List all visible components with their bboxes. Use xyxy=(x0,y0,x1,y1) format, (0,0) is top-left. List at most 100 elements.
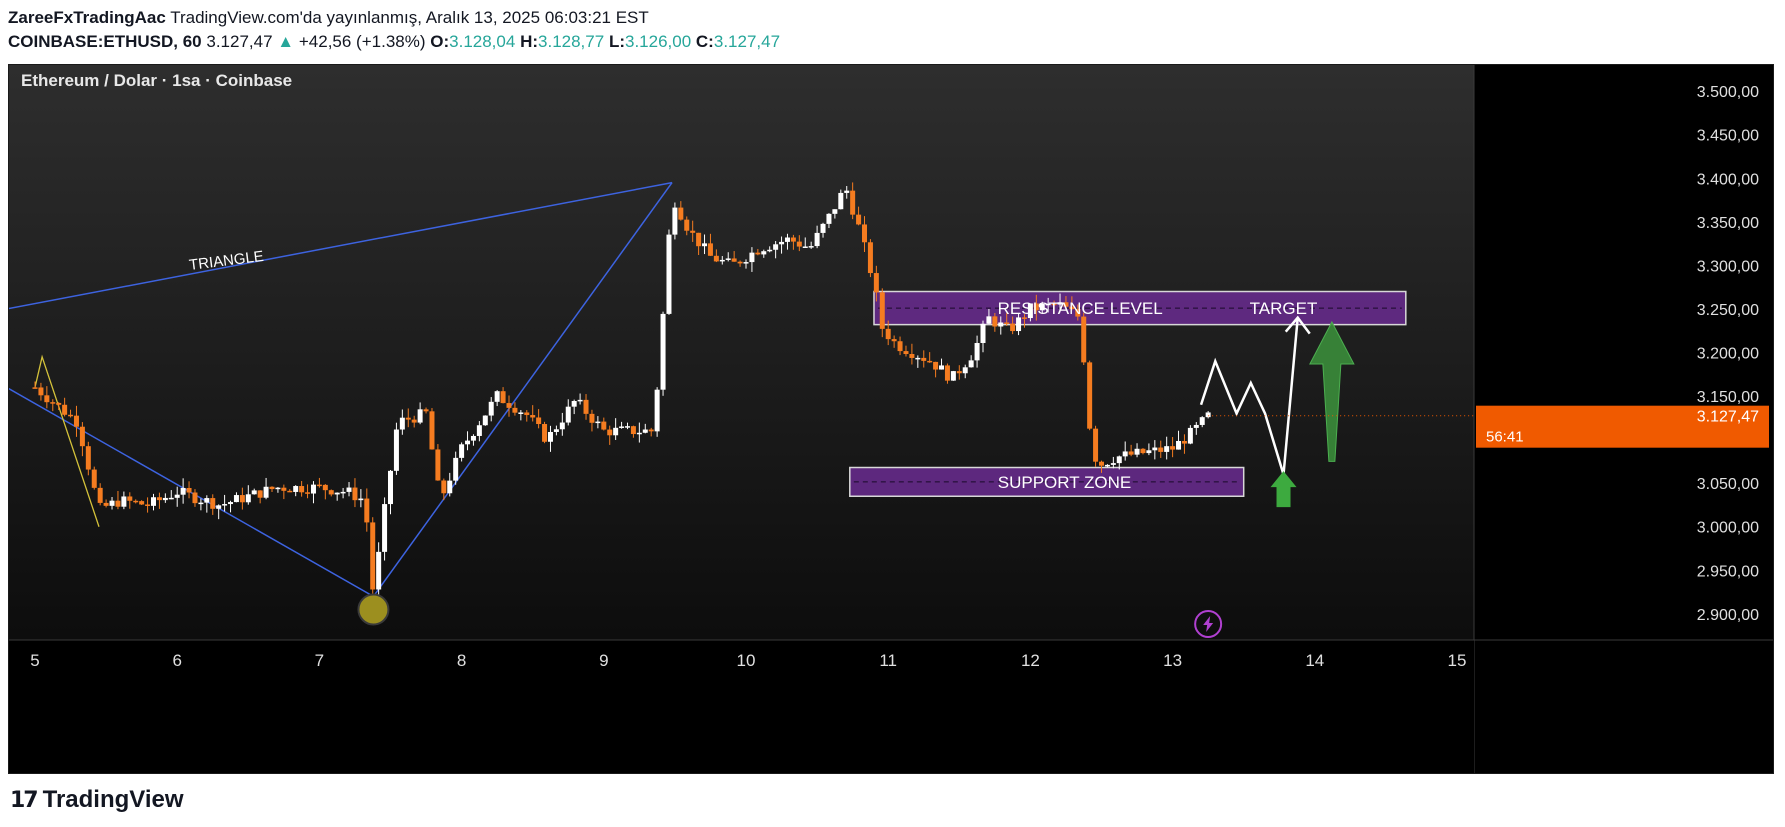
candle-up xyxy=(198,502,204,505)
candle-up xyxy=(642,429,648,433)
close-value: 3.127,47 xyxy=(713,32,781,51)
candle-up xyxy=(1205,412,1211,418)
symbol-label[interactable]: COINBASE:ETHUSD, 60 xyxy=(8,32,202,51)
candle-up xyxy=(245,494,251,503)
change-value: +42,56 (+1.38%) xyxy=(298,32,426,51)
candle-up xyxy=(417,409,423,423)
brand-name: TradingView xyxy=(42,786,184,813)
candle-up xyxy=(388,470,393,505)
candle-up xyxy=(571,401,577,407)
candle-down xyxy=(1010,323,1016,332)
candle-up xyxy=(518,412,524,414)
candle-up xyxy=(1116,456,1122,464)
candle-up xyxy=(767,249,773,252)
time-tick-label: 10 xyxy=(737,651,756,670)
candle-down xyxy=(601,421,607,430)
candle-up xyxy=(222,504,228,506)
candle-down xyxy=(707,243,713,256)
candle-down xyxy=(944,365,950,381)
candle-up xyxy=(334,492,340,495)
candle-down xyxy=(62,404,68,415)
candle-up xyxy=(625,426,630,428)
time-tick-label: 14 xyxy=(1305,651,1324,670)
candle-down xyxy=(506,403,512,408)
chart-panel[interactable]: TRIANGLE RESISTANCE LEVEL TARGET SUPPORT ZO… xyxy=(8,64,1774,774)
resistance-label: RESISTANCE LEVEL xyxy=(998,299,1163,318)
candle-up xyxy=(826,213,832,224)
candle-down xyxy=(909,354,915,358)
triangle-line-0 xyxy=(9,181,673,310)
candle-down xyxy=(441,480,447,494)
tradingview-logo[interactable]: 17 TradingView xyxy=(10,786,184,814)
candle-down xyxy=(139,501,145,505)
candle-up xyxy=(559,422,565,430)
candle-down xyxy=(115,500,121,507)
candle-up xyxy=(547,431,553,442)
candle-down xyxy=(103,502,109,506)
countdown-label: 56:41 xyxy=(1486,429,1524,446)
candle-down xyxy=(287,490,293,493)
candle-up xyxy=(346,487,352,492)
candle-up xyxy=(168,497,174,500)
time-tick-label: 13 xyxy=(1163,651,1182,670)
candle-down xyxy=(127,496,133,501)
candle-up xyxy=(702,243,708,247)
candle-down xyxy=(885,328,891,340)
candle-up xyxy=(228,502,234,505)
candle-up xyxy=(784,237,790,242)
candle-down xyxy=(91,469,97,488)
candle-up xyxy=(459,444,465,458)
price-tick-label: 3.500,00 xyxy=(1697,84,1759,101)
candle-up xyxy=(1110,463,1116,465)
candle-up xyxy=(1193,424,1199,428)
candle-up xyxy=(453,457,459,481)
candle-up xyxy=(565,406,571,423)
candle-down xyxy=(856,214,862,225)
candle-down xyxy=(589,413,595,423)
candle-down xyxy=(32,387,38,389)
last-price-badge xyxy=(1476,405,1769,448)
candle-down xyxy=(133,500,139,503)
candle-down xyxy=(281,487,287,491)
candle-down xyxy=(411,419,417,423)
price-tick-label: 3.400,00 xyxy=(1697,171,1759,188)
candle-down xyxy=(690,230,696,233)
time-tick-label: 11 xyxy=(879,651,897,670)
candle-up xyxy=(808,246,814,248)
candle-up xyxy=(915,357,921,360)
price-tick-label: 3.200,00 xyxy=(1697,346,1759,363)
time-tick-label: 6 xyxy=(172,651,181,670)
candle-up xyxy=(494,391,500,402)
candle-down xyxy=(79,426,85,447)
candle-down xyxy=(97,487,103,503)
time-tick-label: 5 xyxy=(30,651,39,670)
candle-down xyxy=(239,495,245,503)
candle-down xyxy=(73,415,79,427)
candle-down xyxy=(85,446,91,470)
candle-down xyxy=(731,258,737,262)
candle-down xyxy=(145,504,151,506)
author-name[interactable]: ZareeFxTradingAac xyxy=(8,8,166,27)
time-axis-panel xyxy=(9,640,1474,773)
candle-down xyxy=(56,402,62,405)
candle-down xyxy=(1004,322,1010,324)
candle-down xyxy=(192,492,198,504)
candle-up xyxy=(986,316,992,324)
candle-up xyxy=(151,497,156,506)
candle-up xyxy=(399,417,405,430)
ohlc-line: COINBASE:ETHUSD, 60 3.127,47 ▲ +42,56 (+… xyxy=(8,30,1768,54)
publish-line: ZareeFxTradingAac TradingView.com'da yay… xyxy=(8,6,1768,30)
candle-down xyxy=(1087,362,1093,429)
candle-down xyxy=(1075,309,1081,317)
candle-down xyxy=(921,357,927,361)
candle-up xyxy=(974,343,980,361)
candle-up xyxy=(1016,317,1022,332)
candle-up xyxy=(838,192,844,210)
candle-up xyxy=(1122,451,1128,457)
candle-up xyxy=(488,401,494,416)
candle-up xyxy=(1039,303,1045,311)
price-tick-label: 3.050,00 xyxy=(1697,476,1759,493)
candle-down xyxy=(1033,303,1039,311)
candle-down xyxy=(1128,451,1134,455)
